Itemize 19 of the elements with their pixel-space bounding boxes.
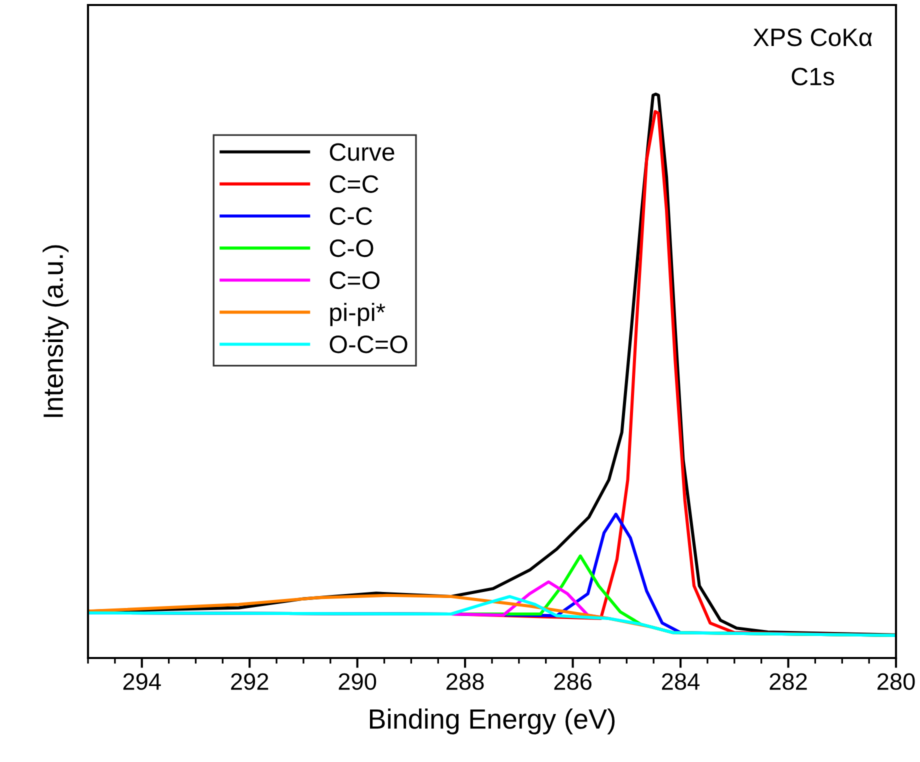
legend-label: C-C [330,207,372,226]
legend-label: pi-pi* [330,302,386,326]
text: XPS CoKα [753,28,872,46]
x-tick-label: 294 [123,673,161,690]
legend-label: C-O [330,239,374,258]
legend-label: Curve [330,143,394,161]
x-tick-label: 290 [338,673,376,690]
legend-label: C=O [330,271,380,290]
legend-label: O-C=O [330,336,408,354]
y-axis-title: Intensity (a.u.) [42,245,69,417]
x-tick-label: 286 [554,673,592,690]
x-tick-label: 282 [770,673,807,690]
x-tick-label: 292 [231,673,268,690]
x-tick-label: 280 [877,673,915,690]
x-axis-title: Binding Energy (eV) [370,708,615,734]
x-tick-label: 284 [662,673,700,690]
x-tick-label: 288 [446,673,484,690]
legend-label: C=C [330,175,378,193]
text: C1s [792,68,834,86]
